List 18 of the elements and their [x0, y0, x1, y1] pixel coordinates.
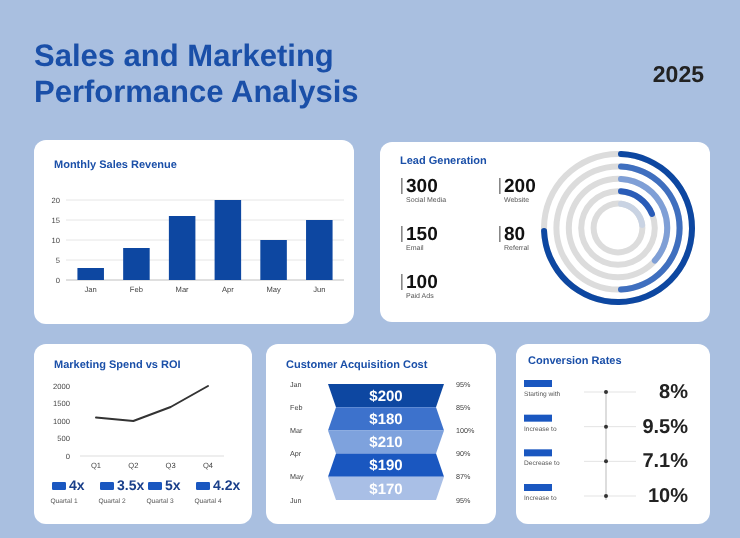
line-series	[95, 385, 209, 422]
data-label: 7.1%	[642, 451, 689, 474]
data-label: 150	[406, 224, 438, 246]
bar	[214, 200, 242, 280]
data-label: 10%	[647, 486, 689, 508]
data-label: 200	[504, 176, 536, 198]
bar	[306, 220, 333, 280]
data-label: 80	[504, 224, 526, 246]
data-label: 300	[406, 176, 438, 198]
text: Sales and Marketing Performance Analysis	[34, 40, 359, 110]
bar	[123, 248, 150, 280]
bar	[77, 268, 104, 280]
text: 2025	[652, 64, 706, 88]
bar	[260, 240, 287, 280]
data-label: 100	[406, 272, 438, 294]
bar	[168, 216, 196, 280]
data-label: 8%	[659, 382, 689, 404]
data-label: 9.5%	[642, 416, 689, 439]
